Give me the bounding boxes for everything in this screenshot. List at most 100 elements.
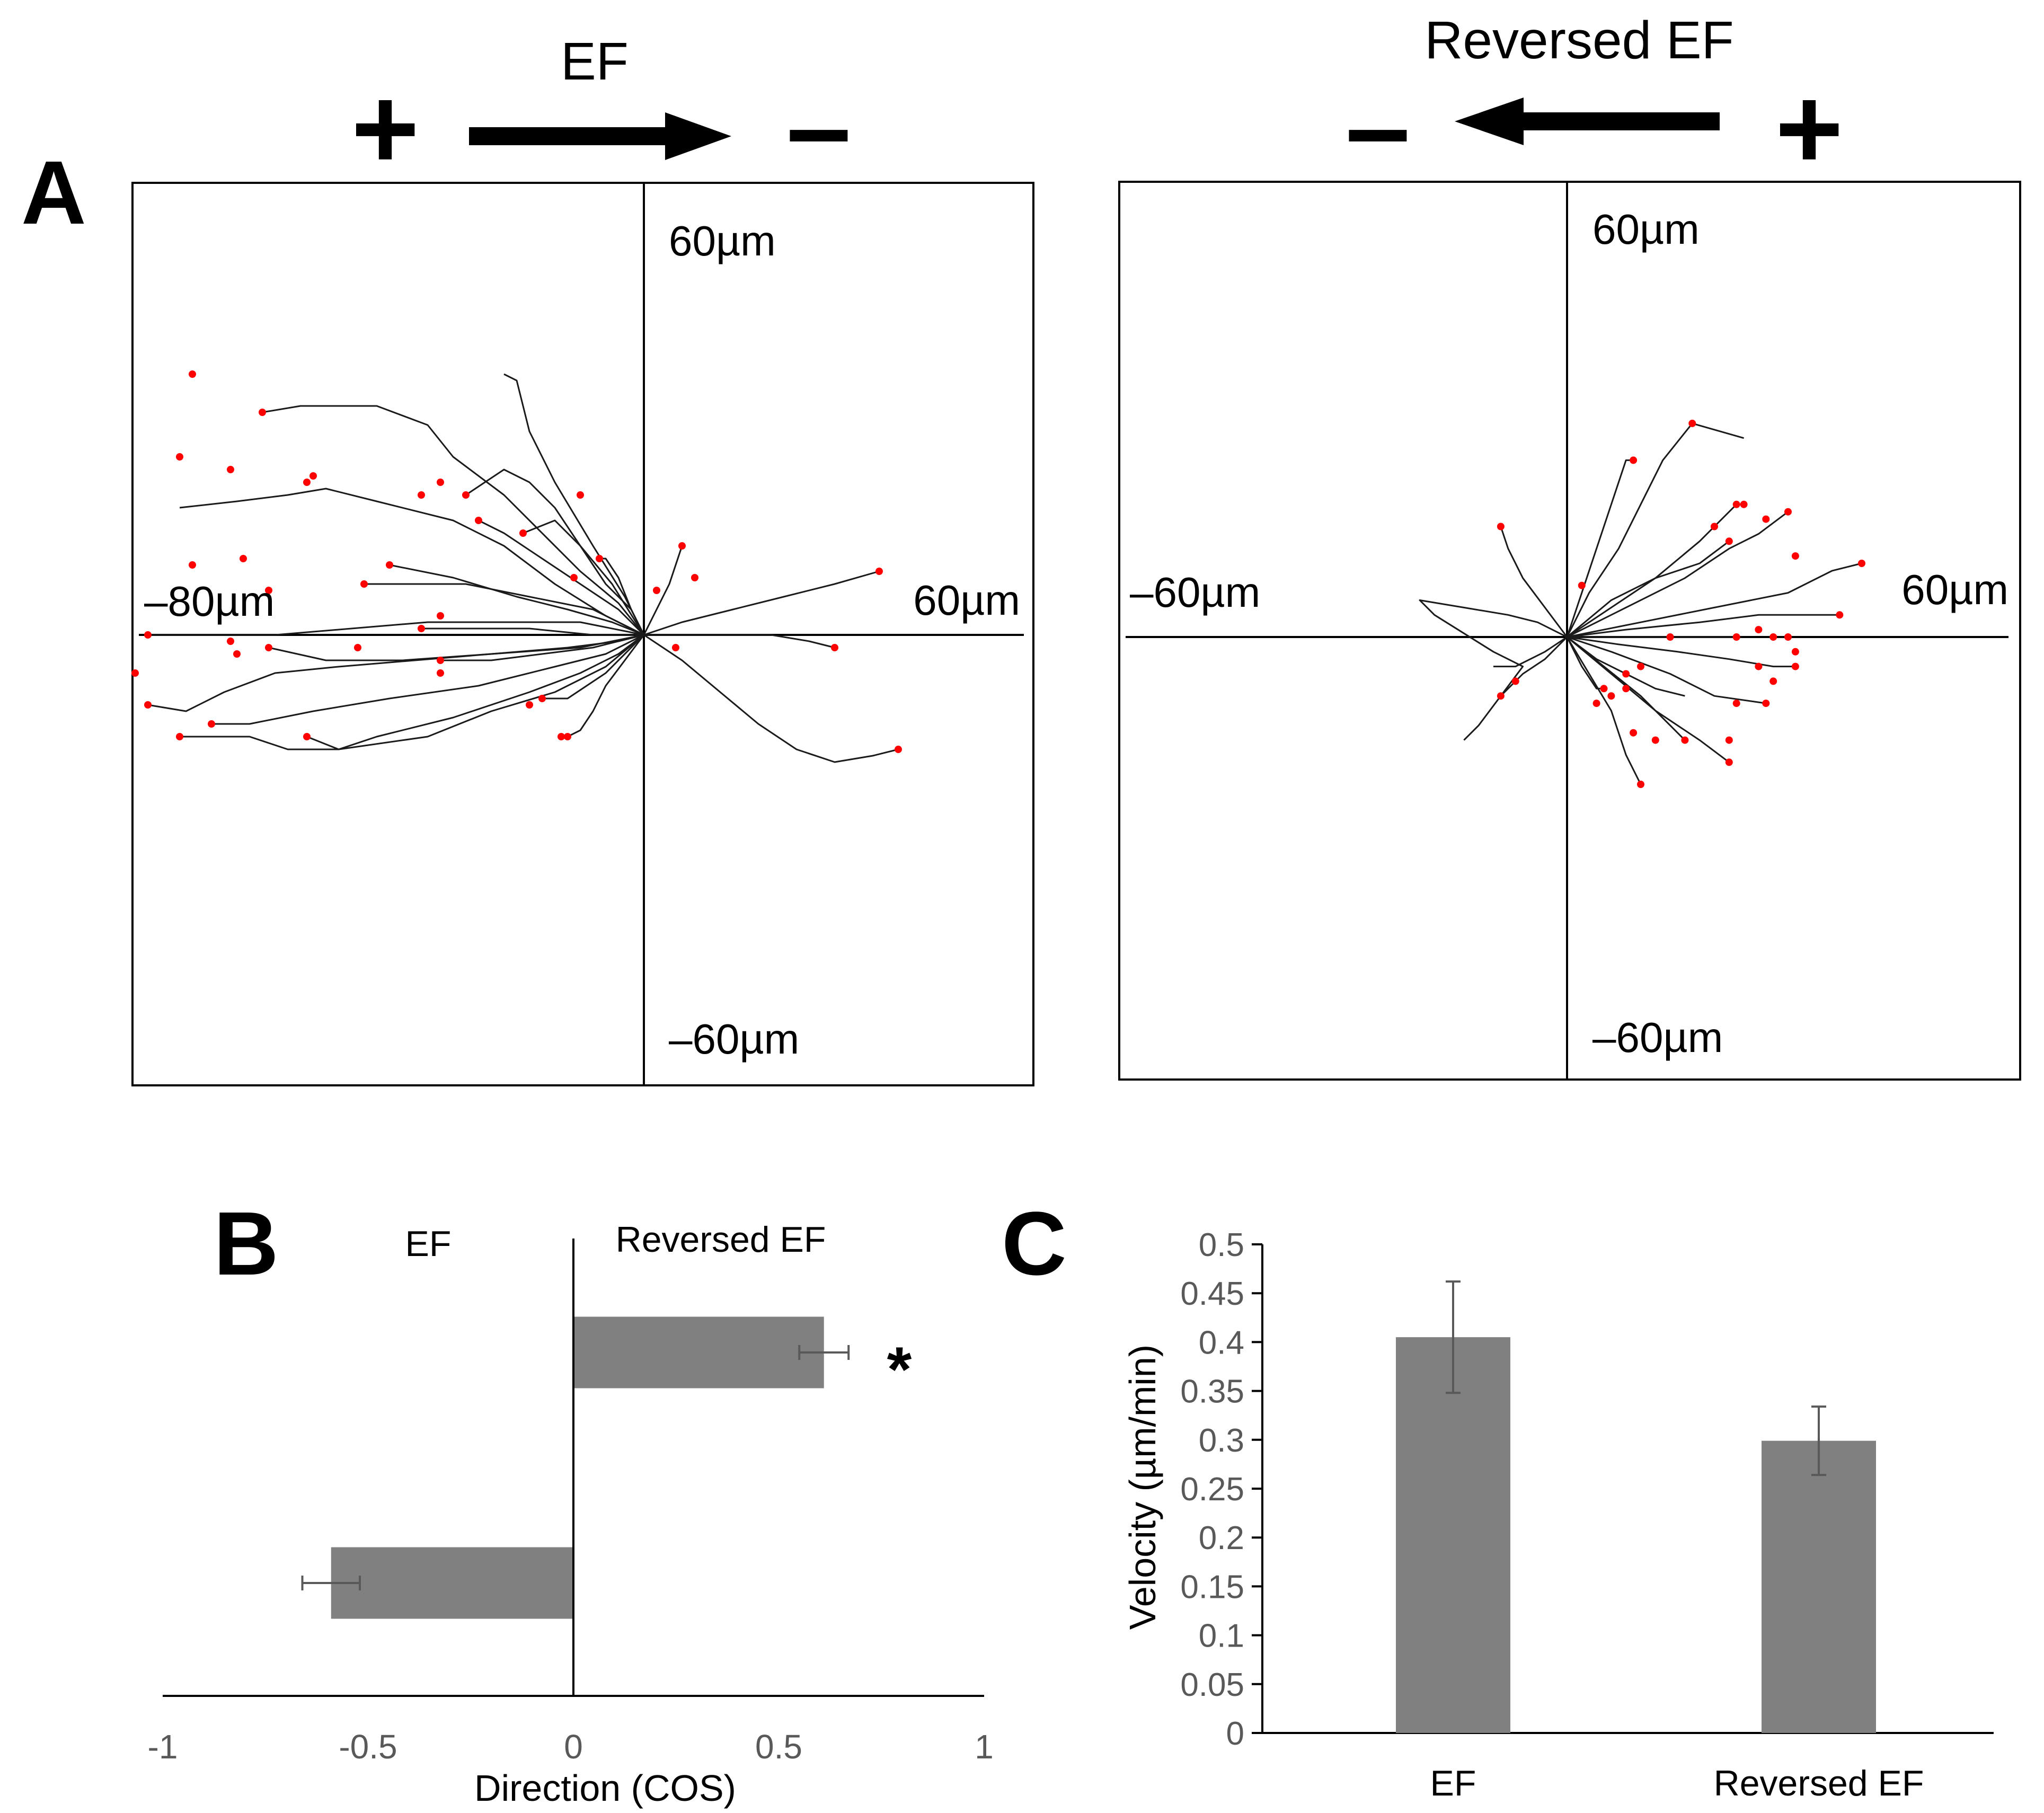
- c-y-tick-label: 0.1: [1199, 1618, 1244, 1655]
- reversed-ef-endpoint: [1497, 523, 1505, 530]
- ef-endpoint: [558, 733, 565, 740]
- reversed-ef-plot-frame: [1118, 181, 2021, 1081]
- reversed-ef-endpoint: [1732, 500, 1740, 508]
- reversed-ef-track: [1567, 541, 1730, 638]
- ef-track: [306, 634, 644, 750]
- reversed-ef-track: [1567, 614, 1840, 638]
- ef-endpoint: [144, 701, 152, 709]
- ef-endpoints: [131, 370, 902, 753]
- ef-endpoint: [240, 555, 247, 562]
- ef-track: [179, 488, 644, 636]
- ef-endpoint: [462, 491, 470, 499]
- reversed-ef-track: [1566, 636, 1642, 785]
- ef-endpoint: [831, 644, 838, 651]
- c-y-tick-label: 0.25: [1180, 1471, 1244, 1508]
- ef-track: [478, 519, 645, 636]
- ef-y-min-label: –60µm: [669, 1015, 799, 1063]
- reversed-ef-endpoint: [1762, 700, 1770, 707]
- ef-track: [389, 564, 644, 636]
- reversed-ef-endpoint: [1725, 736, 1733, 744]
- b-x-tick-label: -0.5: [339, 1728, 397, 1766]
- ef-endpoint: [653, 587, 660, 594]
- ef-endpoint: [189, 561, 196, 569]
- reversed-ef-endpoint: [1755, 662, 1763, 670]
- c-y-ticks: 0 0.05 0.1 0.15 0.2 0.25 0.3 0.35 0.4 0.45 0.5: [1180, 1227, 1262, 1752]
- ef-endpoint: [596, 555, 603, 562]
- reversed-ef-endpoint: [1791, 648, 1799, 656]
- ef-endpoint: [227, 466, 234, 473]
- ef-endpoint: [418, 491, 425, 499]
- ef-endpoint: [875, 568, 883, 575]
- c-category-ef: EF: [1430, 1763, 1476, 1803]
- ef-track: [180, 634, 644, 750]
- reversed-ef-endpoint: [1755, 626, 1763, 634]
- c-y-axis-title: Velocity (µm/min): [1122, 1345, 1163, 1630]
- reversed-ef-endpoint: [1497, 692, 1505, 700]
- panel-b-label: B: [214, 1193, 279, 1294]
- ef-endpoint: [386, 561, 393, 569]
- reversed-ef-endpoint: [1784, 508, 1792, 516]
- reversed-ef-y-max-label: 60µm: [1592, 206, 1700, 253]
- reversed-ef-plus-sign: +: [1775, 63, 1843, 193]
- ef-track: [503, 373, 645, 635]
- b-x-ticks: -1 -0.5 0 0.5 1: [148, 1728, 994, 1766]
- c-y-tick-label: 0.3: [1199, 1422, 1244, 1459]
- ef-y-max-label: 60µm: [669, 217, 776, 264]
- panel-b: B EF Reversed EF -1 -0.5 0 0.5 1 * Direction…: [148, 1193, 994, 1809]
- ef-endpoint: [131, 669, 139, 677]
- reversed-ef-endpoint: [1791, 662, 1799, 670]
- reversed-ef-tracks: [1419, 422, 1862, 785]
- c-y-tick-label: 0.05: [1180, 1667, 1244, 1703]
- ef-endpoint: [233, 650, 241, 658]
- reversed-ef-endpoint: [1740, 500, 1748, 508]
- ef-track: [440, 634, 644, 661]
- reversed-ef-endpoint: [1622, 685, 1630, 693]
- panel-c: C 0 0.05 0.1 0.15 0.2 0.25 0.3 0.35 0.4 0.45 0.5 V…: [1002, 1193, 1994, 1803]
- c-y-tick-label: 0.2: [1199, 1520, 1244, 1556]
- reversed-ef-track: [1500, 526, 1568, 638]
- ef-endpoint: [208, 720, 215, 728]
- reversed-ef-track: [1567, 636, 1795, 668]
- ef-x-min-label: –80µm: [144, 578, 275, 625]
- ef-plus-sign: +: [351, 63, 419, 193]
- ef-endpoint: [672, 644, 679, 651]
- ef-track: [567, 634, 645, 738]
- ef-endpoint: [418, 625, 425, 632]
- ef-plot-frame: [131, 182, 1034, 1086]
- c-y-tick-label: 0.4: [1199, 1324, 1244, 1361]
- ef-track: [542, 634, 645, 700]
- ef-minus-sign: –: [786, 61, 851, 192]
- reversed-ef-endpoint: [1732, 633, 1740, 641]
- ef-endpoint: [176, 453, 183, 461]
- b-x-tick-label: 1: [975, 1728, 994, 1766]
- ef-endpoint: [437, 669, 444, 677]
- ef-endpoint: [303, 479, 311, 486]
- ef-endpoint: [519, 529, 527, 537]
- reversed-ef-track: [1566, 459, 1634, 638]
- reversed-ef-minus-sign: –: [1346, 61, 1410, 192]
- ef-endpoint: [303, 733, 311, 740]
- ef-track: [643, 634, 899, 763]
- reversed-ef-track: [1567, 562, 1862, 638]
- b-bar-ef: [331, 1547, 573, 1619]
- reversed-ef-track: [1419, 599, 1568, 741]
- reversed-ef-endpoint: [1578, 581, 1586, 589]
- c-y-tick-label: 0.35: [1180, 1374, 1244, 1410]
- reversed-ef-endpoint: [1769, 677, 1777, 685]
- ef-track: [364, 583, 644, 636]
- reversed-ef-endpoint: [1607, 692, 1615, 700]
- c-error-bar-ef: [1446, 1280, 1461, 1394]
- ef-endpoint: [227, 638, 234, 645]
- ef-endpoint: [475, 517, 482, 524]
- panel-a-right: Reversed EF – + 60µm –60µm 60µm –60µm: [1118, 11, 2021, 1081]
- reversed-ef-endpoint: [1637, 662, 1644, 670]
- reversed-ef-endpoint: [1681, 736, 1689, 744]
- ef-track: [148, 621, 644, 636]
- c-y-tick-label: 0.15: [1180, 1569, 1244, 1605]
- reversed-ef-endpoint: [1511, 677, 1519, 685]
- ef-endpoint: [144, 631, 152, 639]
- c-y-tick-label: 0.5: [1199, 1227, 1244, 1263]
- ef-endpoint: [259, 409, 266, 416]
- reversed-ef-track: [1493, 636, 1568, 668]
- ef-endpoint: [437, 612, 444, 620]
